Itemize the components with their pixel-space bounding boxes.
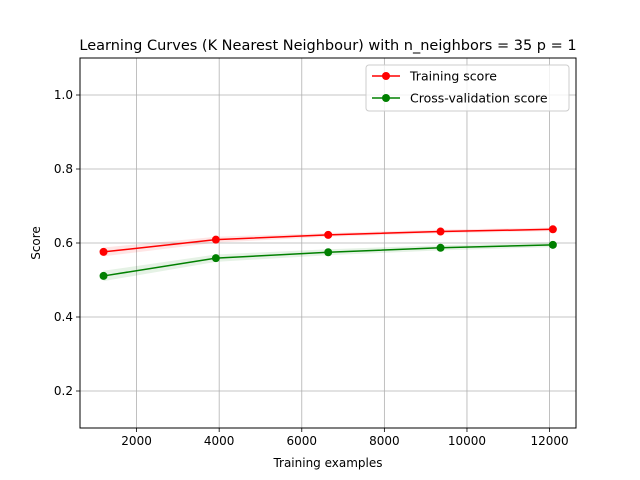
legend-box: [365, 64, 570, 112]
y-tick-label: 0.2: [54, 384, 73, 398]
series-lines: [99, 225, 557, 280]
legend-marker: [382, 72, 390, 80]
data-point: [211, 235, 220, 244]
data-point: [324, 248, 333, 257]
x-axis-label: Training examples: [272, 456, 382, 470]
y-tick-label: 1.0: [54, 88, 73, 102]
x-tick-label: 2000: [121, 434, 152, 448]
data-point: [99, 247, 108, 256]
y-tick-label: 0.4: [54, 310, 73, 324]
legend: Training score Cross-validation score: [365, 64, 570, 112]
x-tick-label: 6000: [287, 434, 318, 448]
y-axis-label: Score: [29, 226, 43, 260]
y-tick-label: 0.8: [54, 162, 73, 176]
data-point: [436, 227, 445, 236]
x-tick-label: 8000: [369, 434, 400, 448]
data-point: [548, 240, 557, 249]
x-tick-label: 4000: [204, 434, 235, 448]
data-point: [436, 243, 445, 252]
x-tick-label: 12000: [530, 434, 568, 448]
data-point: [211, 254, 220, 263]
legend-marker: [382, 94, 390, 102]
legend-label: Training score: [409, 69, 497, 84]
axis-ticks: 2000 4000 6000 8000 10000 12000 0.2 0.4 0.6 0.8 1.…: [54, 88, 569, 448]
y-tick-label: 0.6: [54, 236, 73, 250]
data-point: [324, 230, 333, 239]
data-point: [548, 225, 557, 234]
legend-label: Cross-validation score: [410, 91, 548, 106]
x-tick-label: 10000: [448, 434, 486, 448]
chart-title: Learning Curves (K Nearest Neighbour) wi…: [79, 38, 576, 54]
data-point: [99, 271, 108, 280]
